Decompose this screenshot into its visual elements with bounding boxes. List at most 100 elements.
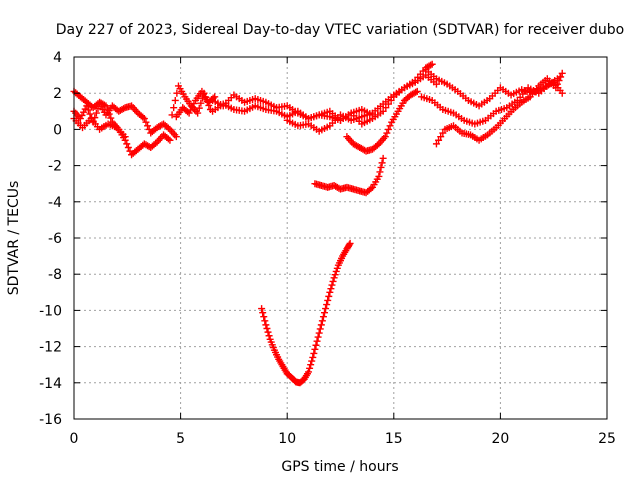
data-point [557,73,565,81]
data-point [329,277,337,285]
data-point [265,332,273,340]
data-point [173,89,181,97]
data-point [317,321,325,329]
data-point [379,107,387,115]
x-axis-ticks: 0 5 10 15 20 25 [70,57,616,447]
y-tick-label: 2 [53,86,62,102]
y-tick-label: 4 [53,50,62,66]
data-point [76,115,84,123]
data-point [432,140,440,148]
data-point [382,104,390,112]
y-tick-label: -2 [48,159,62,175]
data-point [124,144,132,151]
data-point [318,317,326,325]
y-tick-label: -10 [39,303,62,319]
data-point [330,274,338,282]
data-point [383,129,391,137]
data-point [307,361,315,369]
x-tick-label: 20 [491,431,509,447]
data-point [140,115,148,123]
data-point [552,84,560,92]
data-point [80,108,88,116]
data-point [188,103,196,111]
data-point [172,133,180,141]
data-point [315,329,323,337]
data-point [375,172,383,180]
data-point [312,341,320,349]
y-tick-label: 0 [53,122,62,138]
data-point [105,110,113,118]
data-point [152,139,160,147]
data-point [384,125,392,133]
chart-title: Day 227 of 2023, Sidereal Day-to-day VTE… [56,22,624,38]
data-point [324,296,332,304]
data-point [78,111,86,119]
data-point [164,124,172,132]
series-arc1 [70,100,180,141]
data-point [327,285,335,293]
data-point [332,267,340,275]
data-point [373,141,381,149]
data-point [81,105,89,113]
data-point [558,89,566,97]
data-point [102,102,110,110]
data-point [92,109,100,117]
data-point [377,163,385,171]
data-point [323,301,331,309]
data-point [555,77,563,85]
data-point [185,109,193,117]
data-point [190,100,198,108]
data-point [367,185,375,193]
data-point [171,96,179,104]
data-point [553,80,561,88]
x-tick-label: 10 [278,431,296,447]
data-point [322,305,330,313]
series-arc12 [432,69,566,148]
data-point [314,333,322,341]
y-tick-label: -4 [48,195,62,211]
data-point [306,364,314,372]
data-point [168,111,176,119]
data-point [437,133,445,141]
x-tick-label: 25 [598,431,616,447]
data-point [310,349,318,357]
data-point [261,317,269,325]
data-point [345,241,353,249]
data-point [91,114,99,122]
x-tick-label: 0 [70,431,79,447]
data-point [107,114,115,122]
x-tick-label: 5 [176,431,185,447]
data-point [346,239,354,247]
y-tick-label: -12 [39,340,62,356]
y-axis-label: SDTVAR / TECUs [6,181,22,296]
y-tick-label: -14 [39,376,62,392]
data-point [104,106,112,114]
data-point [333,264,341,272]
data-point [316,325,324,333]
data-point [331,271,339,279]
data-point [305,368,313,376]
data-point [260,313,268,321]
data-point [435,136,443,144]
data-point [378,159,386,167]
data-point [328,281,336,289]
data-point [123,140,131,148]
y-tick-label: -16 [39,412,62,428]
data-point [144,122,152,130]
data-point [308,357,316,365]
data-point [258,305,266,313]
x-axis-label: GPS time / hours [281,459,398,475]
data-point [381,133,389,141]
data-point [428,60,436,68]
series-arc11 [418,73,564,128]
series-arc14 [258,239,354,387]
data-point [263,325,271,332]
data-point [386,122,394,130]
data-point [142,118,150,126]
data-point [413,87,421,95]
data-point [427,61,435,69]
data-point [195,104,203,112]
data-point [439,129,447,137]
data-point [187,106,195,114]
